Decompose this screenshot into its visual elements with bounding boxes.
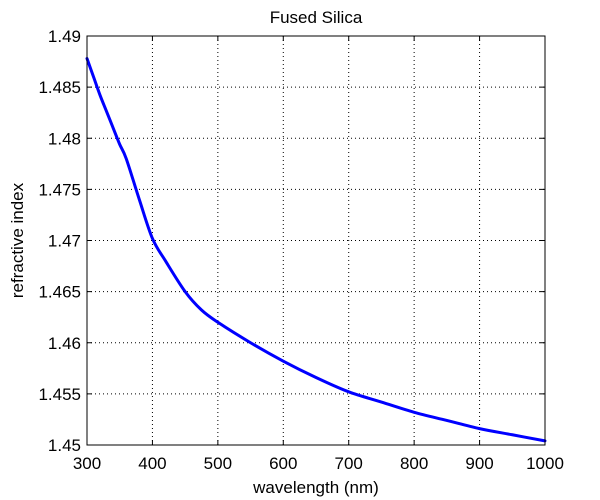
x-tick-label: 700 bbox=[335, 454, 363, 473]
x-tick-label: 900 bbox=[465, 454, 493, 473]
x-tick-label: 800 bbox=[400, 454, 428, 473]
y-tick-label: 1.485 bbox=[38, 78, 81, 97]
series-line bbox=[85, 56, 547, 443]
x-tick-label: 600 bbox=[269, 454, 297, 473]
x-tick-labels: 300 400 500 600 700 800 900 1000 bbox=[73, 454, 564, 473]
y-axis-label: refractive index bbox=[8, 182, 27, 298]
tick-marks bbox=[86, 35, 546, 446]
y-tick-label: 1.46 bbox=[48, 334, 81, 353]
y-tick-label: 1.49 bbox=[48, 27, 81, 46]
y-tick-label: 1.48 bbox=[48, 129, 81, 148]
x-tick-label: 400 bbox=[138, 454, 166, 473]
x-tick-label: 1000 bbox=[526, 454, 564, 473]
x-tick-label: 300 bbox=[73, 454, 101, 473]
series-layer bbox=[85, 56, 547, 443]
y-tick-label: 1.47 bbox=[48, 232, 81, 251]
x-axis-label: wavelength (nm) bbox=[252, 478, 379, 497]
y-tick-label: 1.455 bbox=[38, 385, 81, 404]
x-tick-label: 500 bbox=[204, 454, 232, 473]
chart-title: Fused Silica bbox=[270, 8, 363, 27]
y-tick-label: 1.475 bbox=[38, 180, 81, 199]
y-tick-label: 1.45 bbox=[48, 436, 81, 455]
y-tick-label: 1.465 bbox=[38, 283, 81, 302]
grid-lines bbox=[87, 36, 545, 445]
y-tick-labels: 1.45 1.455 1.46 1.465 1.47 1.475 1.48 1.485 1.49 bbox=[38, 27, 81, 455]
